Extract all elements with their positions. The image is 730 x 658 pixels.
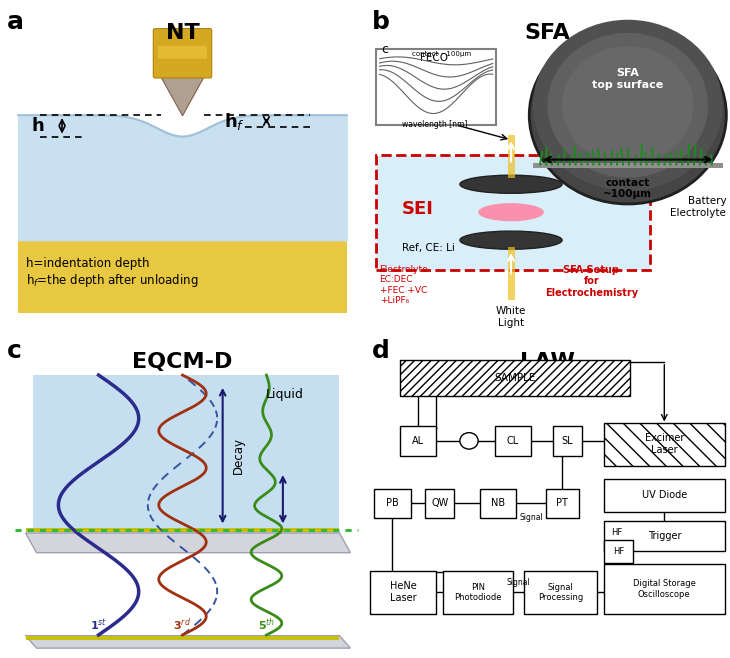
Text: 5$^{th}$: 5$^{th}$ (258, 617, 275, 633)
Text: Signal: Signal (507, 578, 530, 587)
FancyBboxPatch shape (400, 361, 629, 396)
Text: 1$^{st}$: 1$^{st}$ (90, 618, 107, 633)
Text: SFA
top surface: SFA top surface (592, 68, 664, 89)
FancyBboxPatch shape (545, 488, 578, 519)
FancyBboxPatch shape (524, 570, 597, 613)
Text: b: b (372, 10, 390, 34)
FancyBboxPatch shape (480, 488, 517, 519)
Circle shape (548, 33, 708, 178)
FancyBboxPatch shape (444, 570, 512, 613)
Polygon shape (26, 533, 350, 553)
Circle shape (529, 26, 726, 204)
Text: Decay: Decay (232, 437, 245, 474)
Text: h: h (31, 117, 44, 135)
Ellipse shape (460, 231, 562, 249)
Text: a: a (7, 10, 24, 34)
Text: HF: HF (613, 547, 624, 555)
Text: Battery
Electrolyte: Battery Electrolyte (670, 197, 726, 218)
Text: UV Diode: UV Diode (642, 490, 687, 500)
Text: SFA Setup
for
Electrochemistry: SFA Setup for Electrochemistry (545, 265, 638, 298)
Text: HF: HF (611, 528, 623, 538)
Text: SEI: SEI (402, 200, 434, 218)
Text: SAMPLE: SAMPLE (494, 373, 535, 384)
Circle shape (460, 433, 478, 449)
Bar (26, 636, 339, 640)
Text: SFA: SFA (525, 23, 570, 43)
Ellipse shape (460, 175, 562, 193)
Text: Electrolyte
EC:DEC
+FEC +VC
+LiPF₆: Electrolyte EC:DEC +FEC +VC +LiPF₆ (380, 265, 429, 305)
Text: h=indentation depth
h$_f$=the depth after unloading: h=indentation depth h$_f$=the depth afte… (26, 257, 198, 289)
FancyBboxPatch shape (374, 488, 410, 519)
Polygon shape (159, 73, 206, 116)
Bar (18, 234, 347, 313)
Text: NB: NB (491, 498, 505, 509)
Text: contact ~100μm: contact ~100μm (412, 51, 472, 57)
Text: Ref, CE: Li: Ref, CE: Li (402, 243, 454, 253)
Bar (533, 163, 723, 168)
Text: LAW: LAW (520, 352, 575, 372)
FancyBboxPatch shape (376, 49, 496, 125)
Text: FECO: FECO (420, 53, 448, 63)
Text: Signal: Signal (519, 513, 543, 522)
Circle shape (562, 46, 694, 164)
Text: Liquid: Liquid (266, 388, 304, 401)
FancyBboxPatch shape (604, 564, 725, 613)
FancyBboxPatch shape (604, 540, 633, 563)
FancyBboxPatch shape (495, 426, 531, 455)
Text: Excimer
Laser: Excimer Laser (645, 434, 684, 455)
Text: contact
~100μm: contact ~100μm (603, 178, 653, 199)
FancyBboxPatch shape (400, 426, 437, 455)
FancyBboxPatch shape (604, 521, 725, 551)
Text: NT: NT (166, 23, 199, 43)
Text: PIN
Photodiode: PIN Photodiode (454, 582, 502, 602)
Text: wavelength [nm]: wavelength [nm] (402, 120, 467, 129)
Text: AL: AL (412, 436, 424, 446)
FancyBboxPatch shape (153, 29, 212, 78)
Ellipse shape (478, 203, 544, 221)
Polygon shape (26, 636, 350, 648)
Text: Trigger: Trigger (648, 531, 681, 542)
Text: 3$^{rd}$: 3$^{rd}$ (174, 617, 191, 633)
FancyBboxPatch shape (158, 46, 207, 59)
Text: White
Light: White Light (496, 306, 526, 328)
Text: QW: QW (431, 498, 448, 509)
Text: h$_f$: h$_f$ (223, 111, 245, 132)
Text: c: c (381, 43, 388, 56)
FancyBboxPatch shape (604, 479, 725, 512)
Text: PT: PT (556, 498, 568, 509)
FancyBboxPatch shape (33, 375, 339, 533)
Text: PB: PB (386, 498, 399, 509)
Text: c: c (7, 339, 22, 363)
Text: d: d (372, 339, 390, 363)
FancyBboxPatch shape (425, 488, 454, 519)
Bar (26, 528, 339, 532)
Text: Digital Storage
Oscilloscope: Digital Storage Oscilloscope (633, 579, 696, 599)
FancyBboxPatch shape (553, 426, 583, 455)
FancyBboxPatch shape (371, 570, 437, 613)
Bar (18, 115, 347, 240)
Text: HeNe
Laser: HeNe Laser (390, 582, 417, 603)
Text: CL: CL (507, 436, 519, 446)
Text: EQCM-D: EQCM-D (132, 352, 233, 372)
Text: SL: SL (562, 436, 573, 446)
Circle shape (533, 20, 723, 191)
FancyBboxPatch shape (376, 155, 650, 270)
FancyBboxPatch shape (604, 423, 725, 466)
Text: Signal
Processing: Signal Processing (538, 582, 583, 602)
